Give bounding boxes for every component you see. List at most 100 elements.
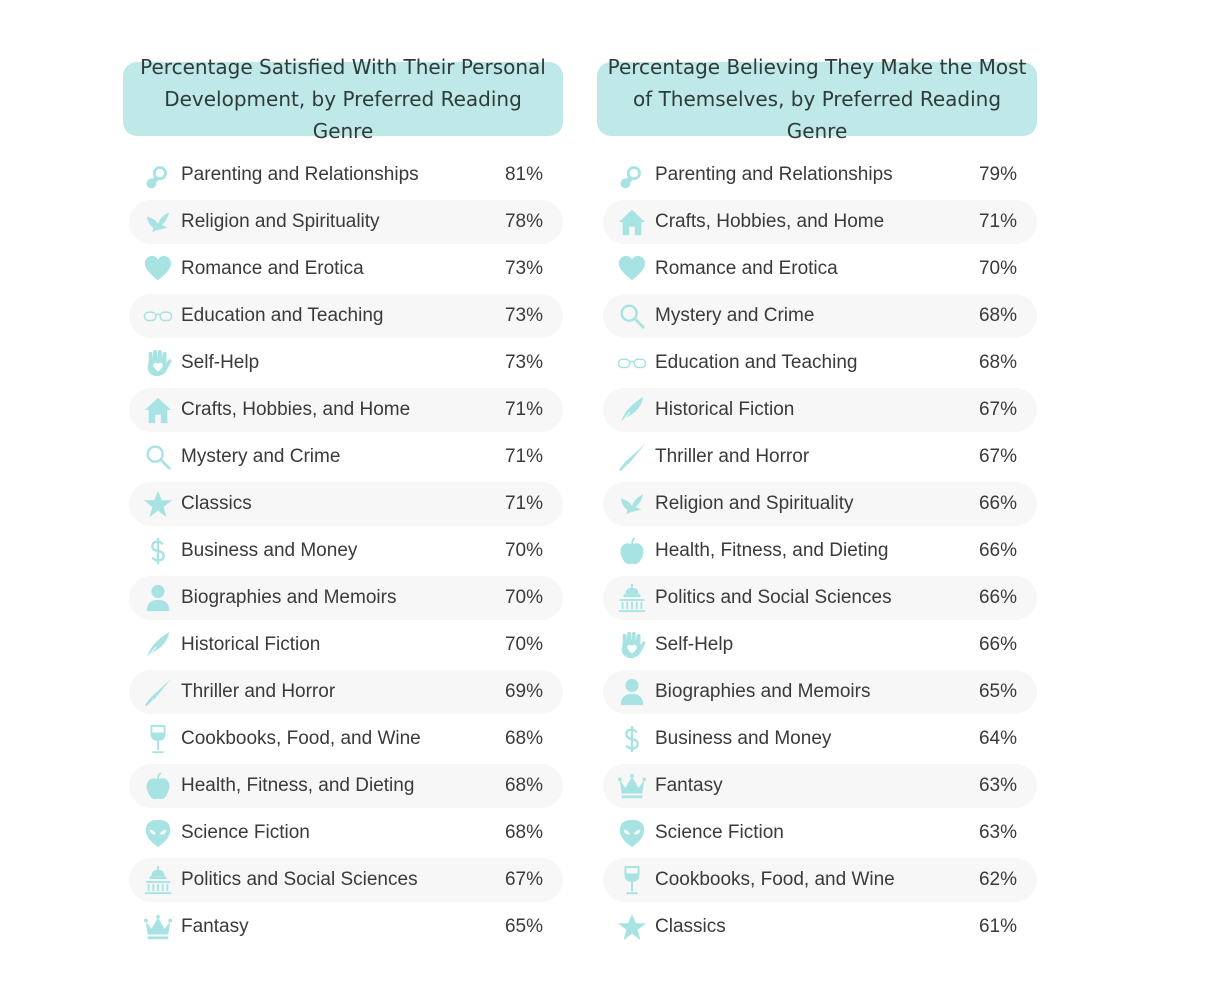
table-row: Historical Fiction 67%: [603, 388, 1037, 432]
magnifier-icon: [609, 294, 655, 338]
glasses-icon: [135, 294, 181, 338]
genre-label: Politics and Social Sciences: [655, 587, 892, 608]
table-row: Biographies and Memoirs 65%: [603, 670, 1037, 714]
pacifier-icon: [135, 153, 181, 197]
percentage-value: 65%: [978, 681, 1017, 702]
table-row: Health, Fitness, and Dieting 68%: [129, 764, 563, 808]
table-row: Romance and Erotica 70%: [603, 247, 1037, 291]
percentage-value: 68%: [504, 775, 543, 796]
satisfied-table: Percentage Satisfied With Their Personal…: [123, 55, 563, 952]
percentage-value: 78%: [504, 211, 543, 232]
genre-label: Politics and Social Sciences: [181, 869, 418, 890]
percentage-value: 62%: [978, 869, 1017, 890]
percentage-value: 66%: [978, 634, 1017, 655]
dollar-icon: [135, 529, 181, 573]
percentage-value: 73%: [504, 258, 543, 279]
genre-label: Biographies and Memoirs: [655, 681, 871, 702]
genre-label: Religion and Spirituality: [655, 493, 854, 514]
percentage-value: 67%: [978, 399, 1017, 420]
heart-icon: [609, 247, 655, 291]
genre-label: Historical Fiction: [181, 634, 321, 655]
most-of-themselves-table: Percentage Believing They Make the Most …: [597, 55, 1037, 952]
table-row: Cookbooks, Food, and Wine 68%: [129, 717, 563, 761]
genre-label: Science Fiction: [655, 822, 784, 843]
magnifier-icon: [135, 435, 181, 479]
percentage-value: 73%: [504, 305, 543, 326]
capitol-icon: [609, 576, 655, 620]
table-rows: Parenting and Relationships 79% Crafts, Ho…: [597, 153, 1037, 949]
dove-icon: [609, 482, 655, 526]
percentage-value: 70%: [504, 634, 543, 655]
table-row: Politics and Social Sciences 66%: [603, 576, 1037, 620]
genre-label: Religion and Spirituality: [181, 211, 380, 232]
percentage-value: 68%: [978, 305, 1017, 326]
percentage-value: 63%: [978, 822, 1017, 843]
person-icon: [135, 576, 181, 620]
percentage-value: 71%: [504, 493, 543, 514]
genre-label: Thriller and Horror: [181, 681, 336, 702]
table-row: Romance and Erotica 73%: [129, 247, 563, 291]
percentage-value: 68%: [504, 728, 543, 749]
genre-label: Health, Fitness, and Dieting: [655, 540, 889, 561]
percentage-value: 70%: [504, 587, 543, 608]
table-row: Thriller and Horror 67%: [603, 435, 1037, 479]
percentage-value: 71%: [978, 211, 1017, 232]
percentage-value: 64%: [978, 728, 1017, 749]
percentage-value: 70%: [504, 540, 543, 561]
table-row: Cookbooks, Food, and Wine 62%: [603, 858, 1037, 902]
star-icon: [135, 482, 181, 526]
percentage-value: 65%: [504, 916, 543, 937]
pacifier-icon: [609, 153, 655, 197]
genre-label: Self-Help: [655, 634, 734, 655]
percentage-value: 69%: [504, 681, 543, 702]
percentage-value: 66%: [978, 587, 1017, 608]
table-row: Education and Teaching 73%: [129, 294, 563, 338]
house-icon: [135, 388, 181, 432]
hand-heart-icon: [609, 623, 655, 667]
percentage-value: 71%: [504, 446, 543, 467]
table-row: Fantasy 63%: [603, 764, 1037, 808]
genre-label: Health, Fitness, and Dieting: [181, 775, 415, 796]
genre-label: Thriller and Horror: [655, 446, 810, 467]
table-row: Thriller and Horror 69%: [129, 670, 563, 714]
heart-icon: [135, 247, 181, 291]
genre-label: Romance and Erotica: [655, 258, 838, 279]
star-icon: [609, 905, 655, 949]
apple-icon: [135, 764, 181, 808]
crown-icon: [609, 764, 655, 808]
genre-label: Crafts, Hobbies, and Home: [181, 399, 411, 420]
percentage-value: 81%: [504, 164, 543, 185]
knife-icon: [135, 670, 181, 714]
percentage-value: 71%: [504, 399, 543, 420]
genre-label: Parenting and Relationships: [655, 164, 893, 185]
person-icon: [609, 670, 655, 714]
table-row: Education and Teaching 68%: [603, 341, 1037, 385]
alien-icon: [135, 811, 181, 855]
percentage-value: 63%: [978, 775, 1017, 796]
genre-label: Business and Money: [655, 728, 832, 749]
table-row: Classics 71%: [129, 482, 563, 526]
percentage-value: 68%: [504, 822, 543, 843]
genre-label: Self-Help: [181, 352, 260, 373]
table-row: Mystery and Crime 68%: [603, 294, 1037, 338]
wine-glass-icon: [609, 858, 655, 902]
genre-label: Cookbooks, Food, and Wine: [181, 728, 421, 749]
genre-label: Classics: [655, 916, 726, 937]
percentage-value: 66%: [978, 540, 1017, 561]
alien-icon: [609, 811, 655, 855]
genre-label: Crafts, Hobbies, and Home: [655, 211, 885, 232]
table-row: Parenting and Relationships 81%: [129, 153, 563, 197]
genre-label: Historical Fiction: [655, 399, 795, 420]
percentage-value: 61%: [978, 916, 1017, 937]
genre-label: Romance and Erotica: [181, 258, 364, 279]
percentage-value: 67%: [978, 446, 1017, 467]
table-row: Religion and Spirituality 78%: [129, 200, 563, 244]
table-row: Health, Fitness, and Dieting 66%: [603, 529, 1037, 573]
quill-icon: [609, 388, 655, 432]
table-row: Business and Money 70%: [129, 529, 563, 573]
percentage-value: 79%: [978, 164, 1017, 185]
genre-label: Fantasy: [655, 775, 723, 796]
table-row: Self-Help 73%: [129, 341, 563, 385]
table-row: Crafts, Hobbies, and Home 71%: [603, 200, 1037, 244]
table-row: Classics 61%: [603, 905, 1037, 949]
